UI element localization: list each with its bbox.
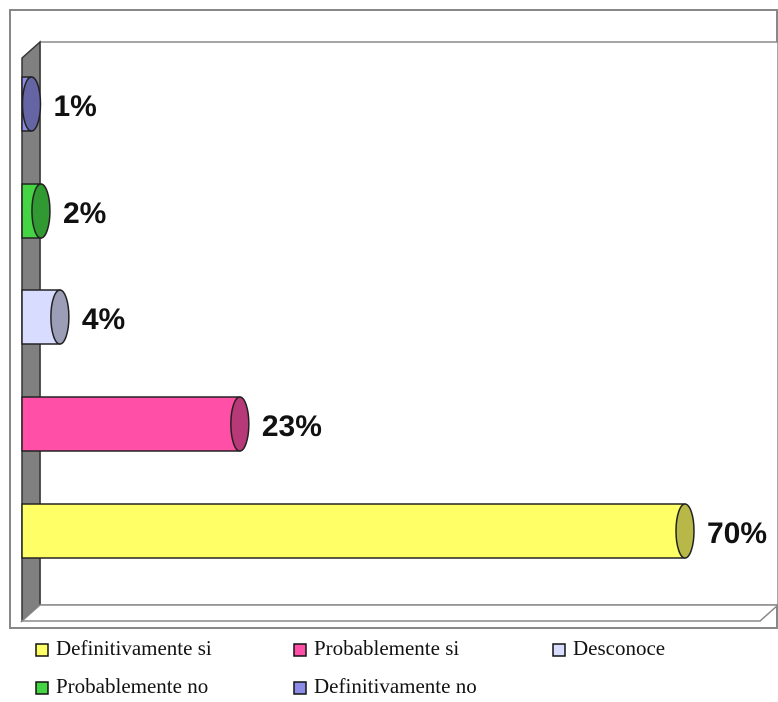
value-label: 70%: [707, 517, 767, 550]
legend-swatch: [35, 643, 49, 657]
bar-cap: [230, 396, 250, 452]
value-label: 2%: [63, 197, 106, 230]
legend-label: Definitivamente si: [56, 636, 212, 660]
legend-label: Probablemente si: [314, 636, 459, 660]
legend-label: Definitivamente no: [314, 674, 477, 698]
bar-cap: [31, 183, 51, 239]
bar-body: [21, 396, 241, 452]
bar: [21, 396, 250, 452]
bar: [21, 76, 42, 132]
legend-swatch: [552, 643, 566, 657]
legend-label: Desconoce: [573, 636, 665, 660]
legend-swatch: [293, 643, 307, 657]
bar: [21, 503, 695, 559]
value-label: 4%: [82, 303, 125, 336]
legend-swatch: [35, 681, 49, 695]
legend-swatch: [293, 681, 307, 695]
bar-body: [21, 503, 686, 559]
floor: [20, 604, 778, 622]
bar-cap: [675, 503, 695, 559]
value-label: 23%: [262, 410, 322, 443]
bar-cap: [21, 76, 42, 132]
value-label: 1%: [53, 90, 96, 123]
bar: [21, 289, 70, 345]
legend-label: Probablemente no: [56, 674, 208, 698]
bar: [21, 183, 51, 239]
bar-cap: [50, 289, 70, 345]
